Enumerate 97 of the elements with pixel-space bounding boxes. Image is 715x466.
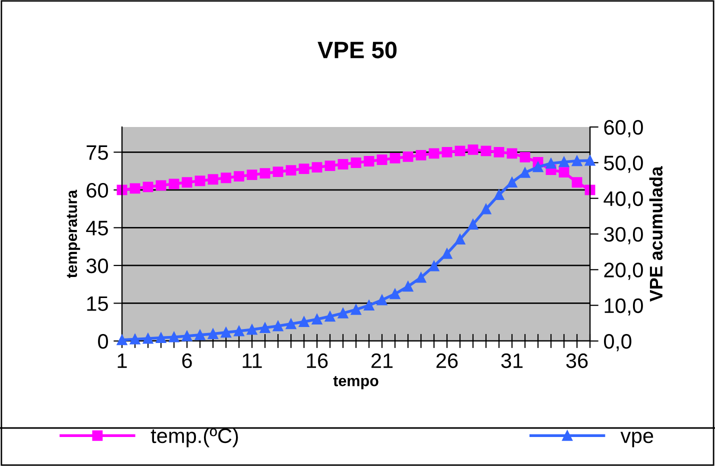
point — [402, 281, 414, 292]
x-tick-label: 36 — [566, 353, 588, 368]
point — [286, 318, 296, 330]
point — [572, 156, 582, 166]
point — [182, 330, 192, 342]
point — [494, 190, 504, 200]
point — [390, 153, 400, 164]
point — [506, 177, 518, 188]
point — [468, 144, 478, 155]
point — [324, 311, 336, 322]
y-tick-label: 75 — [86, 145, 108, 160]
point — [272, 166, 284, 178]
point — [130, 183, 140, 194]
legend-label: vpe — [620, 432, 654, 448]
point — [376, 294, 388, 306]
point — [402, 152, 414, 162]
x-tick-label: 31 — [501, 353, 523, 368]
y2-tick-label: 40,0 — [604, 191, 643, 209]
x-tick-label: 21 — [371, 353, 393, 368]
point — [182, 177, 192, 188]
x-tick-label: 6 — [182, 353, 192, 368]
point — [116, 334, 128, 346]
point — [558, 156, 570, 168]
point — [520, 167, 530, 178]
y2-tick-label: 0,0 — [604, 334, 632, 352]
y-tick-label: 60 — [86, 182, 108, 198]
point — [260, 168, 270, 179]
point — [416, 150, 426, 160]
x-tick-label: 26 — [436, 353, 458, 368]
point — [364, 300, 374, 311]
point — [142, 333, 154, 344]
x-tick-label: 16 — [307, 353, 328, 368]
point — [442, 248, 452, 259]
point — [312, 314, 322, 324]
point — [376, 154, 388, 165]
point — [558, 167, 570, 178]
x-tick-label: 1 — [118, 354, 127, 368]
point — [246, 170, 258, 180]
point — [546, 158, 556, 169]
x-tick-label: 11 — [242, 354, 262, 368]
point — [520, 152, 530, 162]
y2-tick-label: 10,0 — [604, 298, 643, 316]
point — [194, 176, 206, 186]
point — [156, 332, 166, 343]
point — [234, 326, 244, 336]
point — [246, 324, 258, 335]
point — [532, 162, 544, 172]
point — [428, 260, 440, 272]
point — [208, 328, 218, 340]
point — [272, 320, 284, 332]
point — [234, 171, 244, 182]
y-tick-label: 15 — [87, 296, 108, 311]
point — [156, 180, 166, 191]
y2-tick-label: 30,0 — [604, 227, 643, 244]
y-tick-label: 45 — [86, 220, 108, 236]
point — [454, 234, 466, 245]
point — [220, 172, 232, 184]
point — [480, 146, 492, 156]
y2-tick-label: 50,0 — [604, 156, 643, 173]
point — [286, 165, 296, 176]
point — [506, 148, 518, 159]
point — [572, 177, 582, 188]
point — [338, 308, 348, 318]
point — [312, 162, 322, 172]
point — [416, 272, 426, 283]
point — [468, 219, 478, 230]
x-axis-title: tempo — [333, 376, 378, 390]
y2-axis-title: VPE acumulada — [649, 166, 663, 302]
point — [454, 146, 466, 156]
point — [220, 327, 232, 338]
point — [194, 330, 206, 340]
y-tick-label: 0 — [98, 334, 108, 349]
point — [324, 160, 336, 171]
y2-tick-label: 20,0 — [604, 262, 643, 280]
point — [350, 158, 362, 168]
chart-title: VPE 50 — [318, 42, 397, 58]
point — [168, 178, 180, 190]
point — [130, 334, 140, 344]
point — [298, 316, 310, 327]
legend-label: temp.(ºC) — [150, 428, 238, 448]
y2-tick-label: 60,0 — [604, 120, 643, 138]
point — [364, 156, 374, 166]
point — [428, 148, 440, 159]
y-axis-title: temperatura — [66, 190, 80, 278]
y-tick-label: 30 — [86, 258, 108, 274]
point — [442, 146, 452, 158]
point — [390, 288, 400, 300]
point — [338, 159, 348, 170]
point — [350, 304, 362, 315]
point — [298, 164, 310, 174]
point — [584, 155, 596, 166]
point — [480, 204, 492, 214]
point — [494, 146, 504, 158]
point — [260, 322, 270, 334]
point — [142, 182, 154, 192]
point — [208, 174, 218, 185]
point — [168, 332, 180, 342]
